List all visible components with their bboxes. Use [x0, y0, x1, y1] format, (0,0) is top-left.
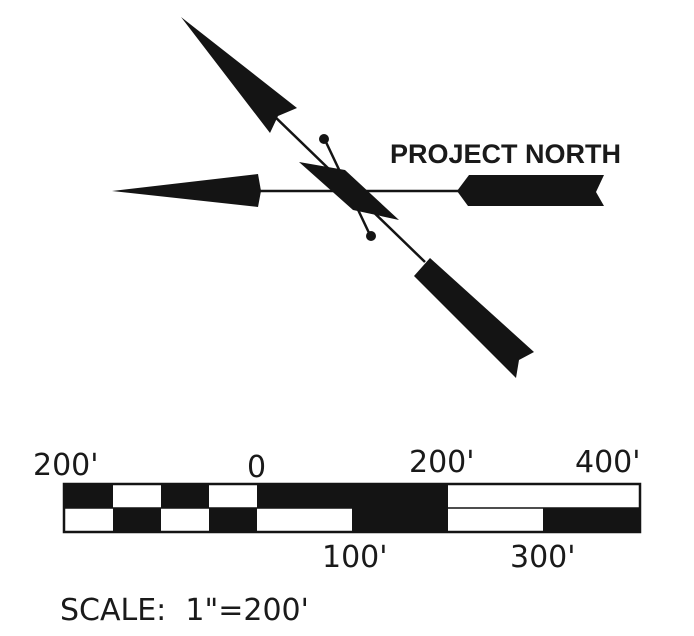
scale-top-label-0: 0	[247, 450, 266, 485]
scale-cell	[113, 484, 161, 508]
scale-cell	[161, 508, 209, 532]
scale-cell	[257, 508, 352, 532]
graphic-scale: 200' 0 200' 400' 100' 300' SCA	[33, 445, 642, 628]
scale-cell	[209, 508, 257, 532]
diagonal-arrow-tail	[414, 258, 534, 378]
scale-cell	[448, 484, 640, 508]
horizontal-arrow-tail	[457, 175, 604, 206]
scale-cell	[209, 484, 257, 508]
pivot-dot-top	[319, 134, 329, 144]
scale-ratio-text: SCALE: 1"=200'	[60, 593, 309, 628]
scale-cell	[64, 484, 113, 508]
pivot-dot-bottom	[366, 231, 376, 241]
scale-cell	[113, 508, 161, 532]
scale-cell	[543, 508, 640, 532]
scale-cell	[64, 508, 113, 532]
scale-bottom-label-100: 100'	[322, 540, 388, 575]
scale-cell	[161, 484, 209, 508]
project-north-arrow: PROJECT NORTH	[112, 17, 621, 378]
scale-cell	[257, 484, 448, 508]
center-crossing-wedge	[299, 162, 399, 220]
scale-bottom-label-300: 300'	[510, 540, 576, 575]
scale-top-label-400: 400'	[575, 445, 641, 480]
scale-top-label-200-left: 200'	[33, 448, 99, 483]
scale-bar-cells	[62, 482, 642, 534]
horizontal-arrowhead	[112, 174, 261, 207]
scale-top-label-200: 200'	[409, 445, 475, 480]
project-north-label: PROJECT NORTH	[390, 139, 621, 169]
scale-cell	[448, 508, 543, 532]
scale-cell	[352, 508, 448, 532]
diagonal-arrowhead	[181, 17, 297, 133]
